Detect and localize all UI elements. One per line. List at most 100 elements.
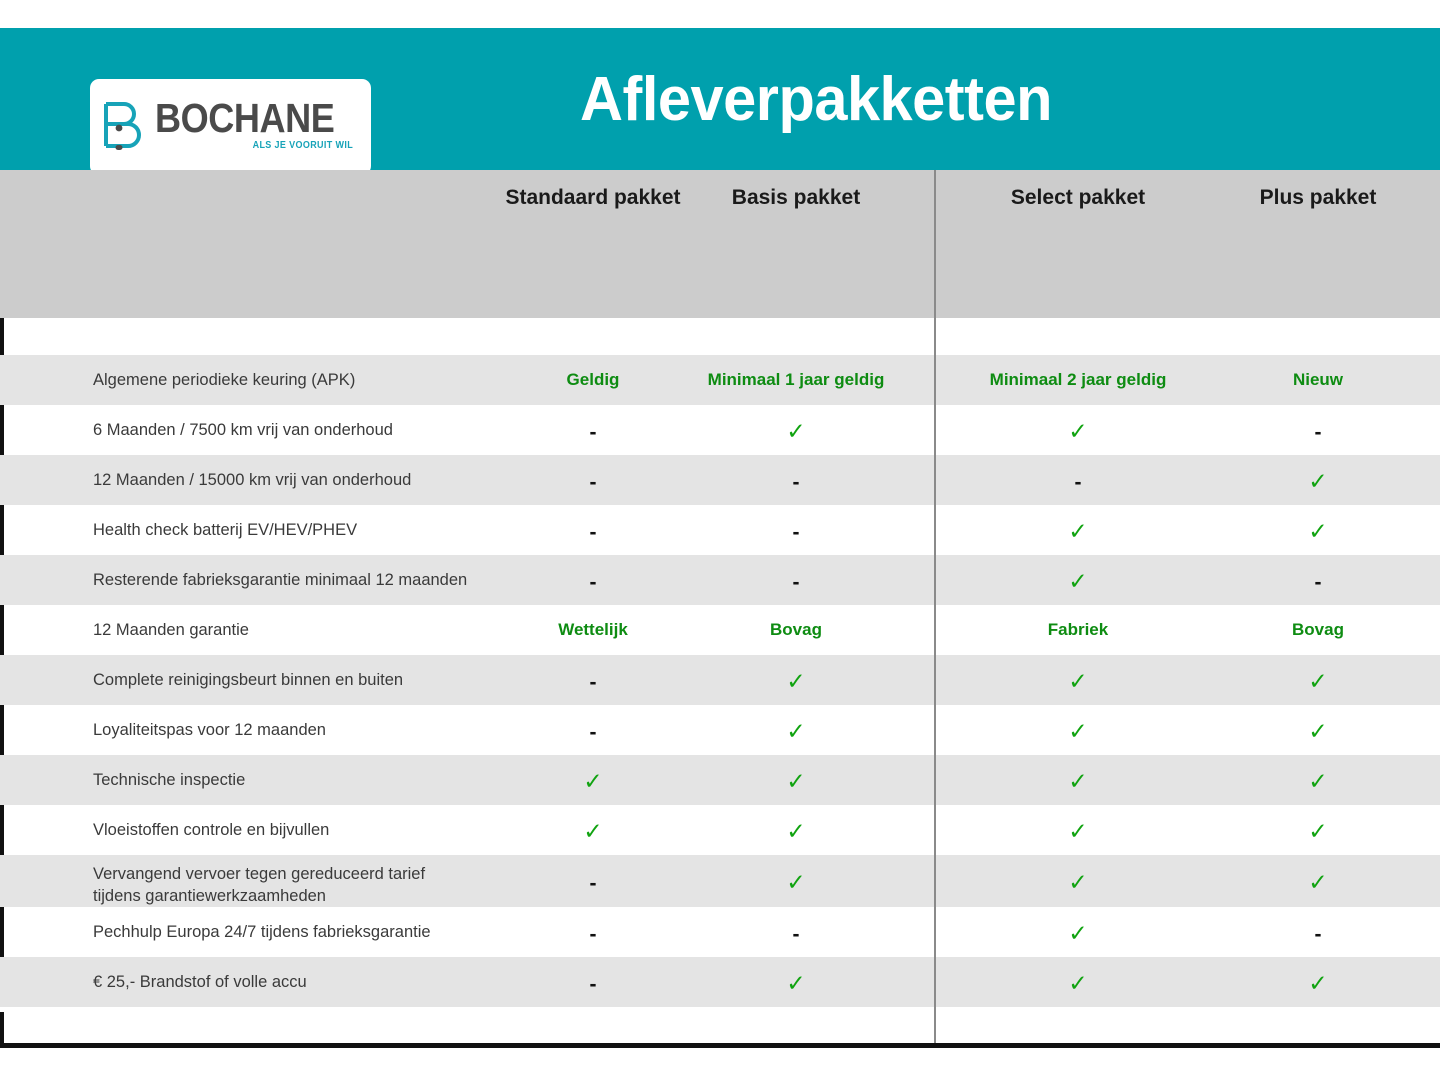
cell-plus: ✓ xyxy=(1218,770,1418,794)
value-text: Nieuw xyxy=(1292,370,1344,389)
cell-basis: ✓ xyxy=(696,720,896,744)
dash-icon: - xyxy=(1074,471,1082,494)
logo-wordmark: BOCHANE xyxy=(155,95,335,142)
check-icon: ✓ xyxy=(1068,668,1088,694)
cell-basis: Bovag xyxy=(696,621,896,640)
page-title: Afleverpakketten xyxy=(579,64,1052,134)
check-icon: ✓ xyxy=(1308,869,1328,895)
column-header-plus: Plus pakket xyxy=(1259,186,1377,209)
dash-icon: - xyxy=(589,471,597,494)
cell-select: - xyxy=(978,472,1178,494)
row-label: € 25,- Brandstof of volle accu xyxy=(93,973,307,991)
table-row: € 25,- Brandstof of volle accu - ✓ ✓ ✓ xyxy=(0,957,1440,1007)
row-label: Pechhulp Europa 24/7 tijdens fabrieksgar… xyxy=(93,923,431,941)
cell-standaard: - xyxy=(493,472,693,494)
cell-plus: ✓ xyxy=(1218,470,1418,494)
check-icon: ✓ xyxy=(583,818,603,844)
cell-select: ✓ xyxy=(978,570,1178,594)
cell-plus: ✓ xyxy=(1218,972,1418,996)
row-label: 6 Maanden / 7500 km vrij van onderhoud xyxy=(93,421,393,439)
cell-plus: Bovag xyxy=(1218,621,1418,640)
check-icon: ✓ xyxy=(1308,970,1328,996)
cell-plus: ✓ xyxy=(1218,871,1418,895)
row-label: Resterende fabrieksgarantie minimaal 12 … xyxy=(93,571,468,589)
check-icon: ✓ xyxy=(786,718,806,744)
cell-standaard: Wettelijk xyxy=(493,621,693,640)
row-label: Algemene periodieke keuring (APK) xyxy=(93,371,356,389)
table-row: Vervangend vervoer tegen gereduceerd tar… xyxy=(0,855,1440,907)
cell-standaard: ✓ xyxy=(493,820,693,844)
value-text: Wettelijk xyxy=(558,620,628,639)
cell-plus: - xyxy=(1218,572,1418,594)
dash-icon: - xyxy=(589,521,597,544)
check-icon: ✓ xyxy=(1068,818,1088,844)
cell-standaard: - xyxy=(493,572,693,594)
cell-select: ✓ xyxy=(978,820,1178,844)
cell-basis: ✓ xyxy=(696,420,896,444)
table-row: 6 Maanden / 7500 km vrij van onderhoud - ✓… xyxy=(0,405,1440,455)
cell-standaard: - xyxy=(493,873,693,895)
table-row: Loyaliteitspas voor 12 maanden - ✓ ✓ ✓ xyxy=(0,705,1440,755)
cell-select: ✓ xyxy=(978,770,1178,794)
dash-icon: - xyxy=(1314,421,1322,444)
dash-icon: - xyxy=(792,521,800,544)
cell-select: Minimaal 2 jaar geldig xyxy=(978,371,1178,390)
table-row: 12 Maanden garantie Wettelijk Bovag Fabriek… xyxy=(0,605,1440,655)
dash-icon: - xyxy=(589,571,597,594)
cell-standaard: - xyxy=(493,672,693,694)
check-icon: ✓ xyxy=(1068,568,1088,594)
check-icon: ✓ xyxy=(1068,718,1088,744)
cell-standaard: - xyxy=(493,422,693,444)
check-icon: ✓ xyxy=(786,869,806,895)
cell-plus: - xyxy=(1218,422,1418,444)
dash-icon: - xyxy=(589,421,597,444)
check-icon: ✓ xyxy=(1308,468,1328,494)
dash-icon: - xyxy=(792,923,800,946)
dash-icon: - xyxy=(1314,571,1322,594)
check-icon: ✓ xyxy=(1068,518,1088,544)
logo-tagline: ALS JE VOORUIT WIL xyxy=(252,139,354,151)
value-text: Geldig xyxy=(566,370,620,389)
check-icon: ✓ xyxy=(1308,668,1328,694)
cell-standaard: Geldig xyxy=(493,371,693,390)
cell-basis: ✓ xyxy=(696,871,896,895)
cell-plus: - xyxy=(1218,924,1418,946)
row-label: Vervangend vervoer tegen gereduceerd tar… xyxy=(93,865,426,906)
check-icon: ✓ xyxy=(786,668,806,694)
check-icon: ✓ xyxy=(786,818,806,844)
dash-icon: - xyxy=(589,973,597,996)
value-text: Fabriek xyxy=(1047,620,1109,639)
value-text: Bovag xyxy=(770,620,822,639)
dash-icon: - xyxy=(792,471,800,494)
table-row: 12 Maanden / 15000 km vrij van onderhoud… xyxy=(0,455,1440,505)
row-label: Vloeistoffen controle en bijvullen xyxy=(93,821,330,839)
check-icon: ✓ xyxy=(1068,869,1088,895)
cell-plus: ✓ xyxy=(1218,720,1418,744)
row-label: Loyaliteitspas voor 12 maanden xyxy=(93,721,326,739)
check-icon: ✓ xyxy=(1068,970,1088,996)
cell-select: ✓ xyxy=(978,520,1178,544)
row-label: Complete reinigingsbeurt binnen en buite… xyxy=(93,671,404,689)
column-header-select: Select pakket xyxy=(1010,186,1146,209)
cell-basis: - xyxy=(696,472,896,494)
check-icon: ✓ xyxy=(786,418,806,444)
cell-select: ✓ xyxy=(978,972,1178,996)
table-row: Pechhulp Europa 24/7 tijdens fabrieksgar… xyxy=(0,907,1440,957)
cell-basis: - xyxy=(696,924,896,946)
value-text: Bovag xyxy=(1292,620,1344,639)
check-icon: ✓ xyxy=(1308,818,1328,844)
check-icon: ✓ xyxy=(1308,768,1328,794)
check-icon: ✓ xyxy=(1308,518,1328,544)
row-label: Health check batterij EV/HEV/PHEV xyxy=(93,521,358,539)
column-headers: Standaard pakket Basis pakket Select pak… xyxy=(0,186,1440,220)
check-icon: ✓ xyxy=(1068,920,1088,946)
table-bottom-filler xyxy=(0,1012,1440,1043)
cell-basis: - xyxy=(696,572,896,594)
bochane-mark-icon xyxy=(104,102,142,150)
row-label: 12 Maanden / 15000 km vrij van onderhoud xyxy=(93,471,412,489)
cell-basis: ✓ xyxy=(696,820,896,844)
cell-plus: ✓ xyxy=(1218,520,1418,544)
package-comparison-table: Standaard pakket Basis pakket Select pak… xyxy=(0,170,1440,1048)
cell-basis: ✓ xyxy=(696,770,896,794)
